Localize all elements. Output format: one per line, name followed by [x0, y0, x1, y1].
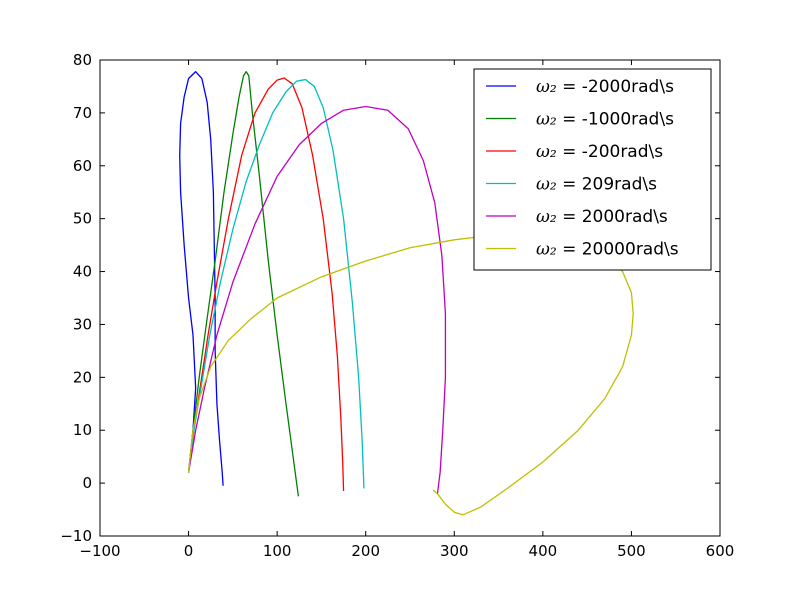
legend-value-text: = -1000rad\s — [557, 110, 674, 130]
legend-omega-symbol: ω₂ — [536, 77, 557, 97]
legend-value-text: = -200rad\s — [557, 142, 664, 162]
legend-value-text: = 209rad\s — [557, 175, 657, 195]
legend: ω₂ = -2000rad\sω₂ = -1000rad\sω₂ = -200r… — [473, 68, 712, 271]
series-line-1 — [187, 70, 300, 497]
legend-omega-symbol: ω₂ — [536, 142, 557, 162]
y-tick-label: 20 — [73, 368, 92, 386]
x-tick-label: 600 — [706, 542, 735, 560]
legend-value-text: = 20000rad\s — [557, 240, 679, 260]
y-tick-label: 10 — [73, 421, 92, 439]
x-tick-label: 100 — [263, 542, 292, 560]
legend-label-4: ω₂ = 2000rad\s — [536, 207, 668, 227]
y-tick-label: 50 — [73, 210, 92, 228]
legend-label-0: ω₂ = -2000rad\s — [536, 77, 674, 97]
x-tick-label: 400 — [529, 542, 558, 560]
y-tick-label: 70 — [73, 104, 92, 122]
legend-omega-symbol: ω₂ — [536, 207, 557, 227]
legend-label-5: ω₂ = 20000rad\s — [536, 240, 679, 260]
legend-label-2: ω₂ = -200rad\s — [536, 142, 663, 162]
legend-omega-symbol: ω₂ — [536, 240, 557, 260]
x-tick-label: 500 — [617, 542, 646, 560]
y-tick-label: 60 — [73, 157, 92, 175]
axes-layer: −100 0 100 200 300 400 500 600−1001020304050607… — [60, 51, 734, 560]
plot-frame — [99, 59, 721, 537]
legend-box — [473, 68, 712, 271]
y-tick-label: 40 — [73, 263, 92, 281]
legend-label-1: ω₂ = -1000rad\s — [536, 110, 674, 130]
y-tick-label: 0 — [82, 474, 92, 492]
x-tick-label: 200 — [351, 542, 380, 560]
x-tick-label: −100 — [79, 542, 120, 560]
x-tick-label: 300 — [440, 542, 469, 560]
y-tick-label: 80 — [73, 51, 92, 69]
x-tick-label: 0 — [184, 542, 194, 560]
legend-omega-symbol: ω₂ — [536, 175, 557, 195]
series-line-4 — [187, 105, 447, 494]
y-tick-label: −10 — [60, 527, 92, 545]
series-line-3 — [187, 78, 365, 489]
series-line-0 — [179, 70, 224, 486]
legend-value-text: = -2000rad\s — [557, 77, 674, 97]
y-tick-label: 30 — [73, 315, 92, 333]
series-line-2 — [187, 77, 345, 492]
legend-value-text: = 2000rad\s — [557, 207, 668, 227]
legend-label-3: ω₂ = 209rad\s — [536, 175, 657, 195]
legend-omega-symbol: ω₂ — [536, 110, 557, 130]
